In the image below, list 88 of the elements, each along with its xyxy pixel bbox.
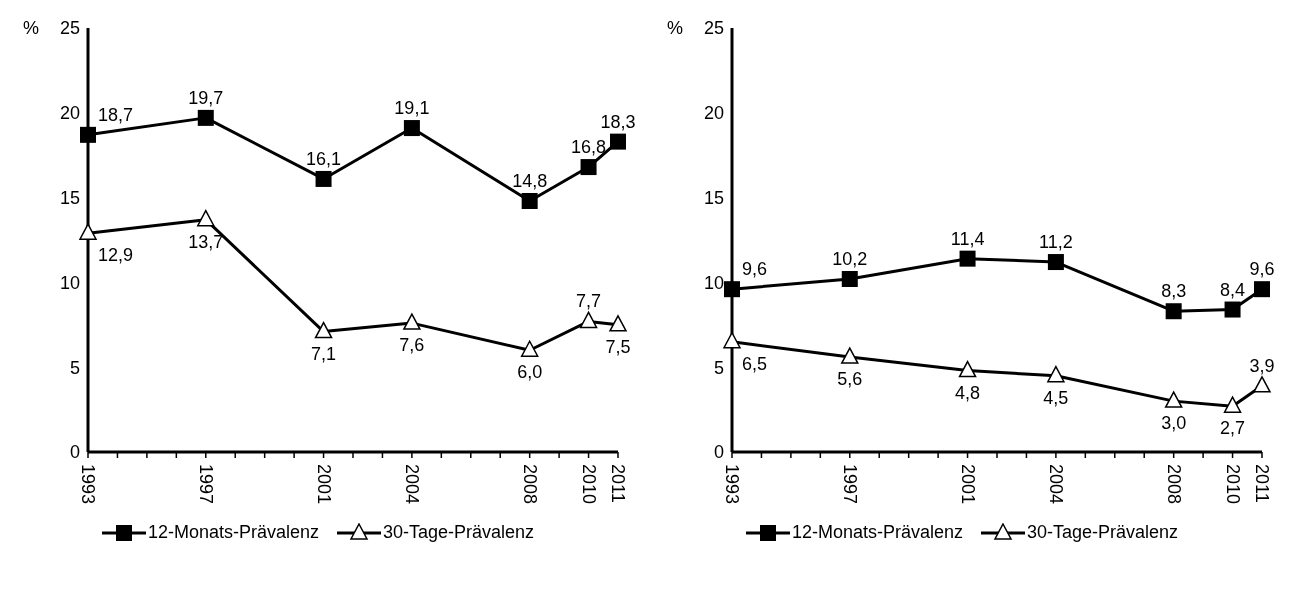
data-label: 11,2 — [1039, 232, 1073, 253]
data-label: 5,6 — [837, 369, 863, 390]
legend-label: 12-Monats-Prävalenz — [791, 522, 963, 543]
data-label: 7,6 — [399, 335, 425, 356]
data-label: 7,7 — [576, 291, 602, 312]
data-label: 3,9 — [1249, 355, 1275, 376]
data-label: 18,3 — [600, 111, 636, 132]
point — [609, 315, 627, 332]
point — [79, 223, 97, 240]
point — [1254, 281, 1270, 298]
data-label: 19,7 — [188, 87, 224, 108]
data-label: 4,5 — [1043, 387, 1069, 408]
y-tick-label: 10 — [703, 272, 724, 293]
y-tick-label: 15 — [703, 187, 724, 208]
data-label: 8,4 — [1220, 279, 1246, 300]
y-tick-label: 15 — [59, 187, 80, 208]
y-axis-title: % — [23, 18, 40, 38]
data-label: 14,8 — [512, 170, 548, 191]
data-label: 4,8 — [955, 382, 981, 403]
x-tick-label: 2008 — [519, 464, 540, 505]
data-label: 16,1 — [306, 148, 342, 169]
data-label: 10,2 — [832, 249, 868, 270]
y-tick-label: 25 — [703, 18, 724, 39]
point — [197, 109, 214, 126]
y-tick-label: 10 — [59, 272, 80, 293]
y-tick-label: 20 — [703, 103, 724, 124]
point — [520, 340, 539, 357]
y-tick-label: 0 — [69, 442, 80, 463]
point — [315, 170, 332, 187]
point — [80, 126, 96, 143]
x-tick-label: 2001 — [313, 464, 334, 505]
y-tick-label: 0 — [713, 442, 724, 463]
point — [1253, 376, 1271, 393]
point — [197, 209, 215, 227]
x-tick-label: 1997 — [195, 464, 216, 505]
x-tick-label: 2011 — [608, 464, 628, 503]
point — [521, 192, 538, 209]
point — [403, 313, 421, 330]
x-tick-label: 2010 — [1222, 464, 1243, 505]
x-tick-label: 2010 — [578, 464, 599, 505]
data-label: 6,5 — [742, 353, 768, 374]
data-label: 16,8 — [571, 137, 607, 158]
data-label: 13,7 — [188, 231, 224, 252]
point — [959, 250, 976, 267]
data-label: 11,4 — [950, 228, 985, 249]
data-label: 3,0 — [1161, 413, 1187, 434]
data-label: 18,7 — [98, 104, 134, 125]
y-tick-label: 20 — [59, 103, 80, 124]
point — [1224, 301, 1241, 318]
y-tick-label: 5 — [713, 357, 724, 378]
point — [958, 360, 977, 378]
point — [841, 347, 859, 364]
x-tick-label: 2011 — [1252, 464, 1272, 503]
data-label: 6,0 — [517, 362, 543, 383]
point — [1047, 254, 1064, 271]
y-tick-label: 5 — [69, 357, 80, 378]
point — [1047, 365, 1065, 383]
y-tick-label: 25 — [59, 18, 80, 39]
data-label: 19,1 — [394, 98, 430, 119]
x-tick-label: 1993 — [78, 464, 98, 505]
legend-label: 30-Tage-Prävalenz — [383, 522, 535, 543]
point — [1223, 396, 1242, 413]
x-tick-label: 2001 — [957, 464, 978, 505]
data-label: 8,3 — [1161, 281, 1187, 302]
data-label: 7,1 — [311, 343, 337, 364]
point — [579, 311, 598, 329]
point — [580, 159, 597, 176]
point — [841, 271, 858, 288]
data-label: 7,5 — [605, 336, 631, 357]
point — [723, 332, 741, 349]
point — [724, 281, 740, 298]
data-label: 9,6 — [742, 259, 768, 280]
point — [314, 321, 333, 339]
legend-label: 30-Tage-Prävalenz — [1027, 522, 1179, 543]
x-tick-label: 2004 — [401, 464, 422, 505]
point — [1165, 303, 1182, 320]
x-tick-label: 1997 — [839, 464, 860, 505]
x-tick-label: 1993 — [722, 464, 742, 505]
x-tick-label: 2008 — [1163, 464, 1184, 505]
point — [610, 133, 626, 150]
point — [1164, 391, 1183, 408]
data-label: 12,9 — [98, 245, 134, 266]
legend-label: 12-Monats-Prävalenz — [147, 522, 319, 543]
data-label: 9,6 — [1249, 259, 1275, 280]
point — [403, 120, 420, 137]
data-label: 2,7 — [1220, 418, 1246, 439]
y-axis-title: % — [667, 18, 684, 38]
x-tick-label: 2004 — [1045, 464, 1066, 505]
